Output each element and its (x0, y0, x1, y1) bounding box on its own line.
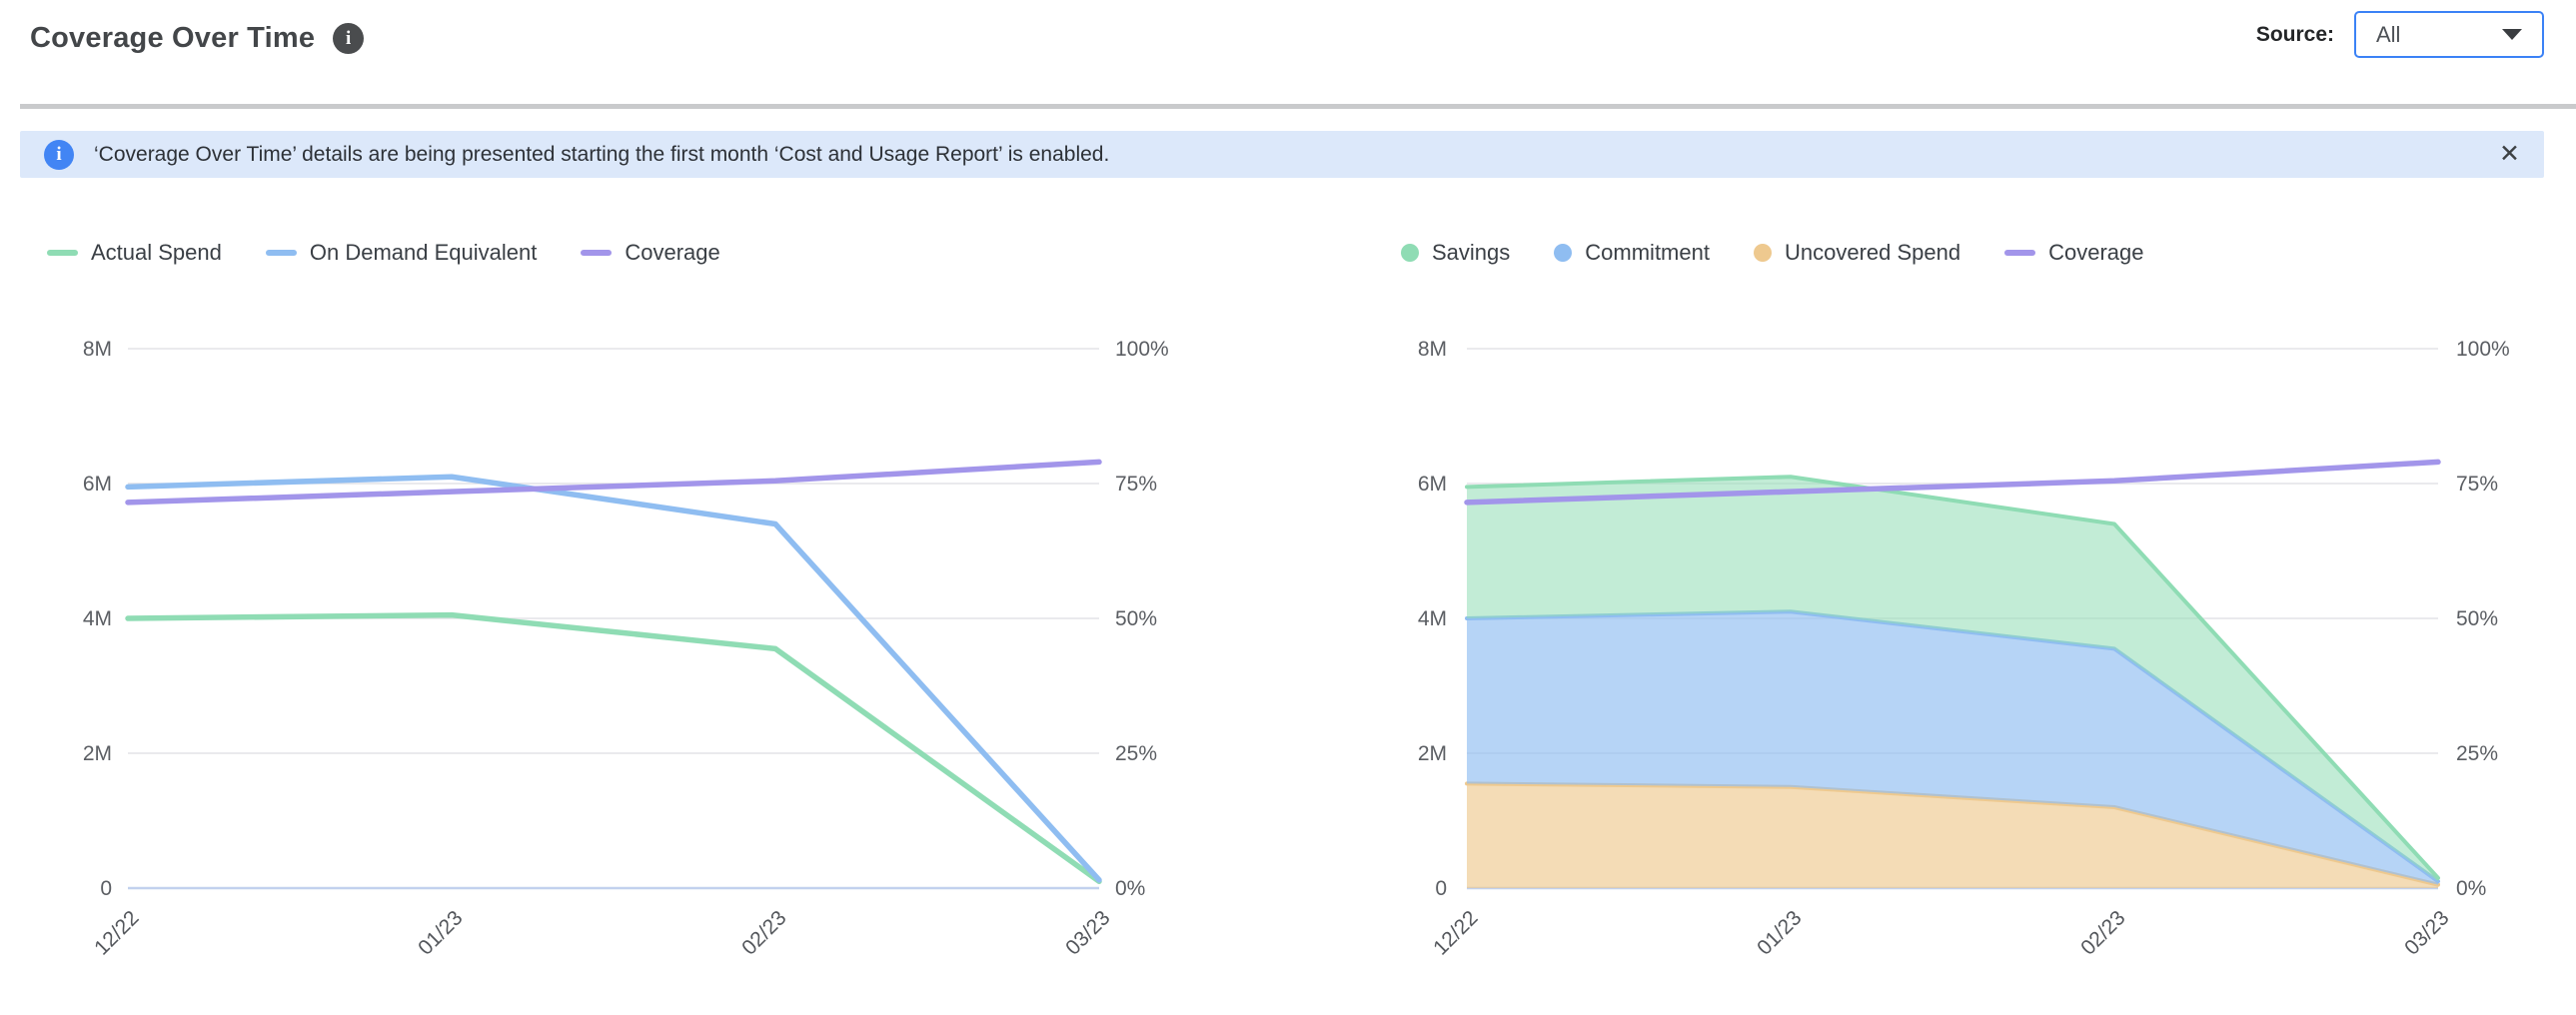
chart-svg-2: 8M 100% 6M 75% 4M 50% 2M 25% 0 0% 12/22 01/23 02/23 0… (1418, 338, 2510, 960)
legend-item-label: Actual Spend (91, 240, 222, 265)
svg-text:12/22: 12/22 (1429, 906, 1482, 959)
svg-text:100%: 100% (2456, 338, 2510, 361)
legend-item-label: Savings (1432, 240, 1511, 265)
svg-text:0%: 0% (1115, 877, 1145, 900)
legend-line-swatch-icon (2004, 250, 2036, 256)
source-label: Source: (2255, 22, 2334, 46)
chevron-down-icon (2502, 29, 2522, 40)
legend-item-on-demand-equivalent[interactable]: On Demand Equivalent (265, 240, 538, 266)
legend-circle-swatch-icon (1753, 244, 1772, 262)
svg-text:0: 0 (1435, 877, 1447, 900)
legend-item-uncovered-spend[interactable]: Uncovered Spend (1753, 240, 1961, 266)
legend-item-label: Uncovered Spend (1784, 240, 1961, 265)
svg-text:03/23: 03/23 (1061, 906, 1114, 959)
svg-text:4M: 4M (83, 607, 112, 630)
svg-text:50%: 50% (2456, 607, 2498, 630)
legend-circle-swatch-icon (1554, 244, 1573, 262)
legend-item-coverage[interactable]: Coverage (2004, 240, 2143, 266)
header-divider (20, 104, 2576, 109)
legend-left-chart: Actual Spend On Demand Equivalent Coverage (47, 240, 720, 266)
legend-line-swatch-icon (581, 250, 613, 256)
source-dropdown[interactable]: All (2354, 11, 2544, 58)
svg-text:0: 0 (100, 877, 112, 900)
chart-svg-1: 8M 100% 6M 75% 4M 50% 2M 25% 0 0% 12/22 01/23 02/23 0… (83, 338, 1169, 960)
source-dropdown-value: All (2376, 21, 2401, 47)
legend-line-swatch-icon (47, 250, 78, 256)
legend-line-swatch-icon (265, 250, 297, 256)
legend-item-label: On Demand Equivalent (309, 240, 538, 265)
svg-text:6M: 6M (83, 473, 112, 496)
svg-text:50%: 50% (1115, 607, 1157, 630)
svg-text:01/23: 01/23 (1753, 906, 1806, 959)
info-banner: i ‘Coverage Over Time’ details are being… (20, 131, 2544, 178)
legend-item-label: Commitment (1585, 240, 1710, 265)
page-title: Coverage Over Time (30, 22, 316, 54)
legend-item-label: Coverage (625, 240, 720, 265)
svg-text:02/23: 02/23 (2076, 906, 2129, 959)
legend-item-savings[interactable]: Savings (1401, 240, 1510, 266)
legend-circle-swatch-icon (1401, 244, 1419, 262)
svg-text:2M: 2M (83, 742, 112, 765)
legend-item-label: Coverage (2048, 240, 2144, 265)
svg-text:100%: 100% (1115, 338, 1169, 361)
header: Coverage Over Time i Source: All (0, 0, 2576, 104)
svg-text:25%: 25% (2456, 742, 2498, 765)
svg-text:01/23: 01/23 (414, 906, 467, 959)
svg-text:75%: 75% (2456, 473, 2498, 496)
svg-text:8M: 8M (1418, 338, 1447, 361)
svg-text:8M: 8M (83, 338, 112, 361)
svg-text:75%: 75% (1115, 473, 1157, 496)
svg-text:0%: 0% (2456, 877, 2486, 900)
svg-text:02/23: 02/23 (737, 906, 790, 959)
svg-text:2M: 2M (1418, 742, 1447, 765)
legend-item-coverage[interactable]: Coverage (581, 240, 720, 266)
banner-info-icon: i (44, 139, 74, 170)
legend-right-chart: Savings Commitment Uncovered Spend Coverage (1401, 240, 2143, 266)
legend-item-commitment[interactable]: Commitment (1554, 240, 1710, 266)
svg-text:4M: 4M (1418, 607, 1447, 630)
svg-text:6M: 6M (1418, 473, 1447, 496)
banner-text: ‘Coverage Over Time’ details are being p… (94, 142, 1110, 166)
svg-text:03/23: 03/23 (2400, 906, 2453, 959)
title-info-icon[interactable]: i (333, 23, 365, 54)
svg-text:25%: 25% (1115, 742, 1157, 765)
banner-close-icon[interactable]: ✕ (2499, 140, 2520, 168)
svg-text:12/22: 12/22 (90, 906, 143, 959)
legend-item-actual-spend[interactable]: Actual Spend (47, 240, 222, 266)
